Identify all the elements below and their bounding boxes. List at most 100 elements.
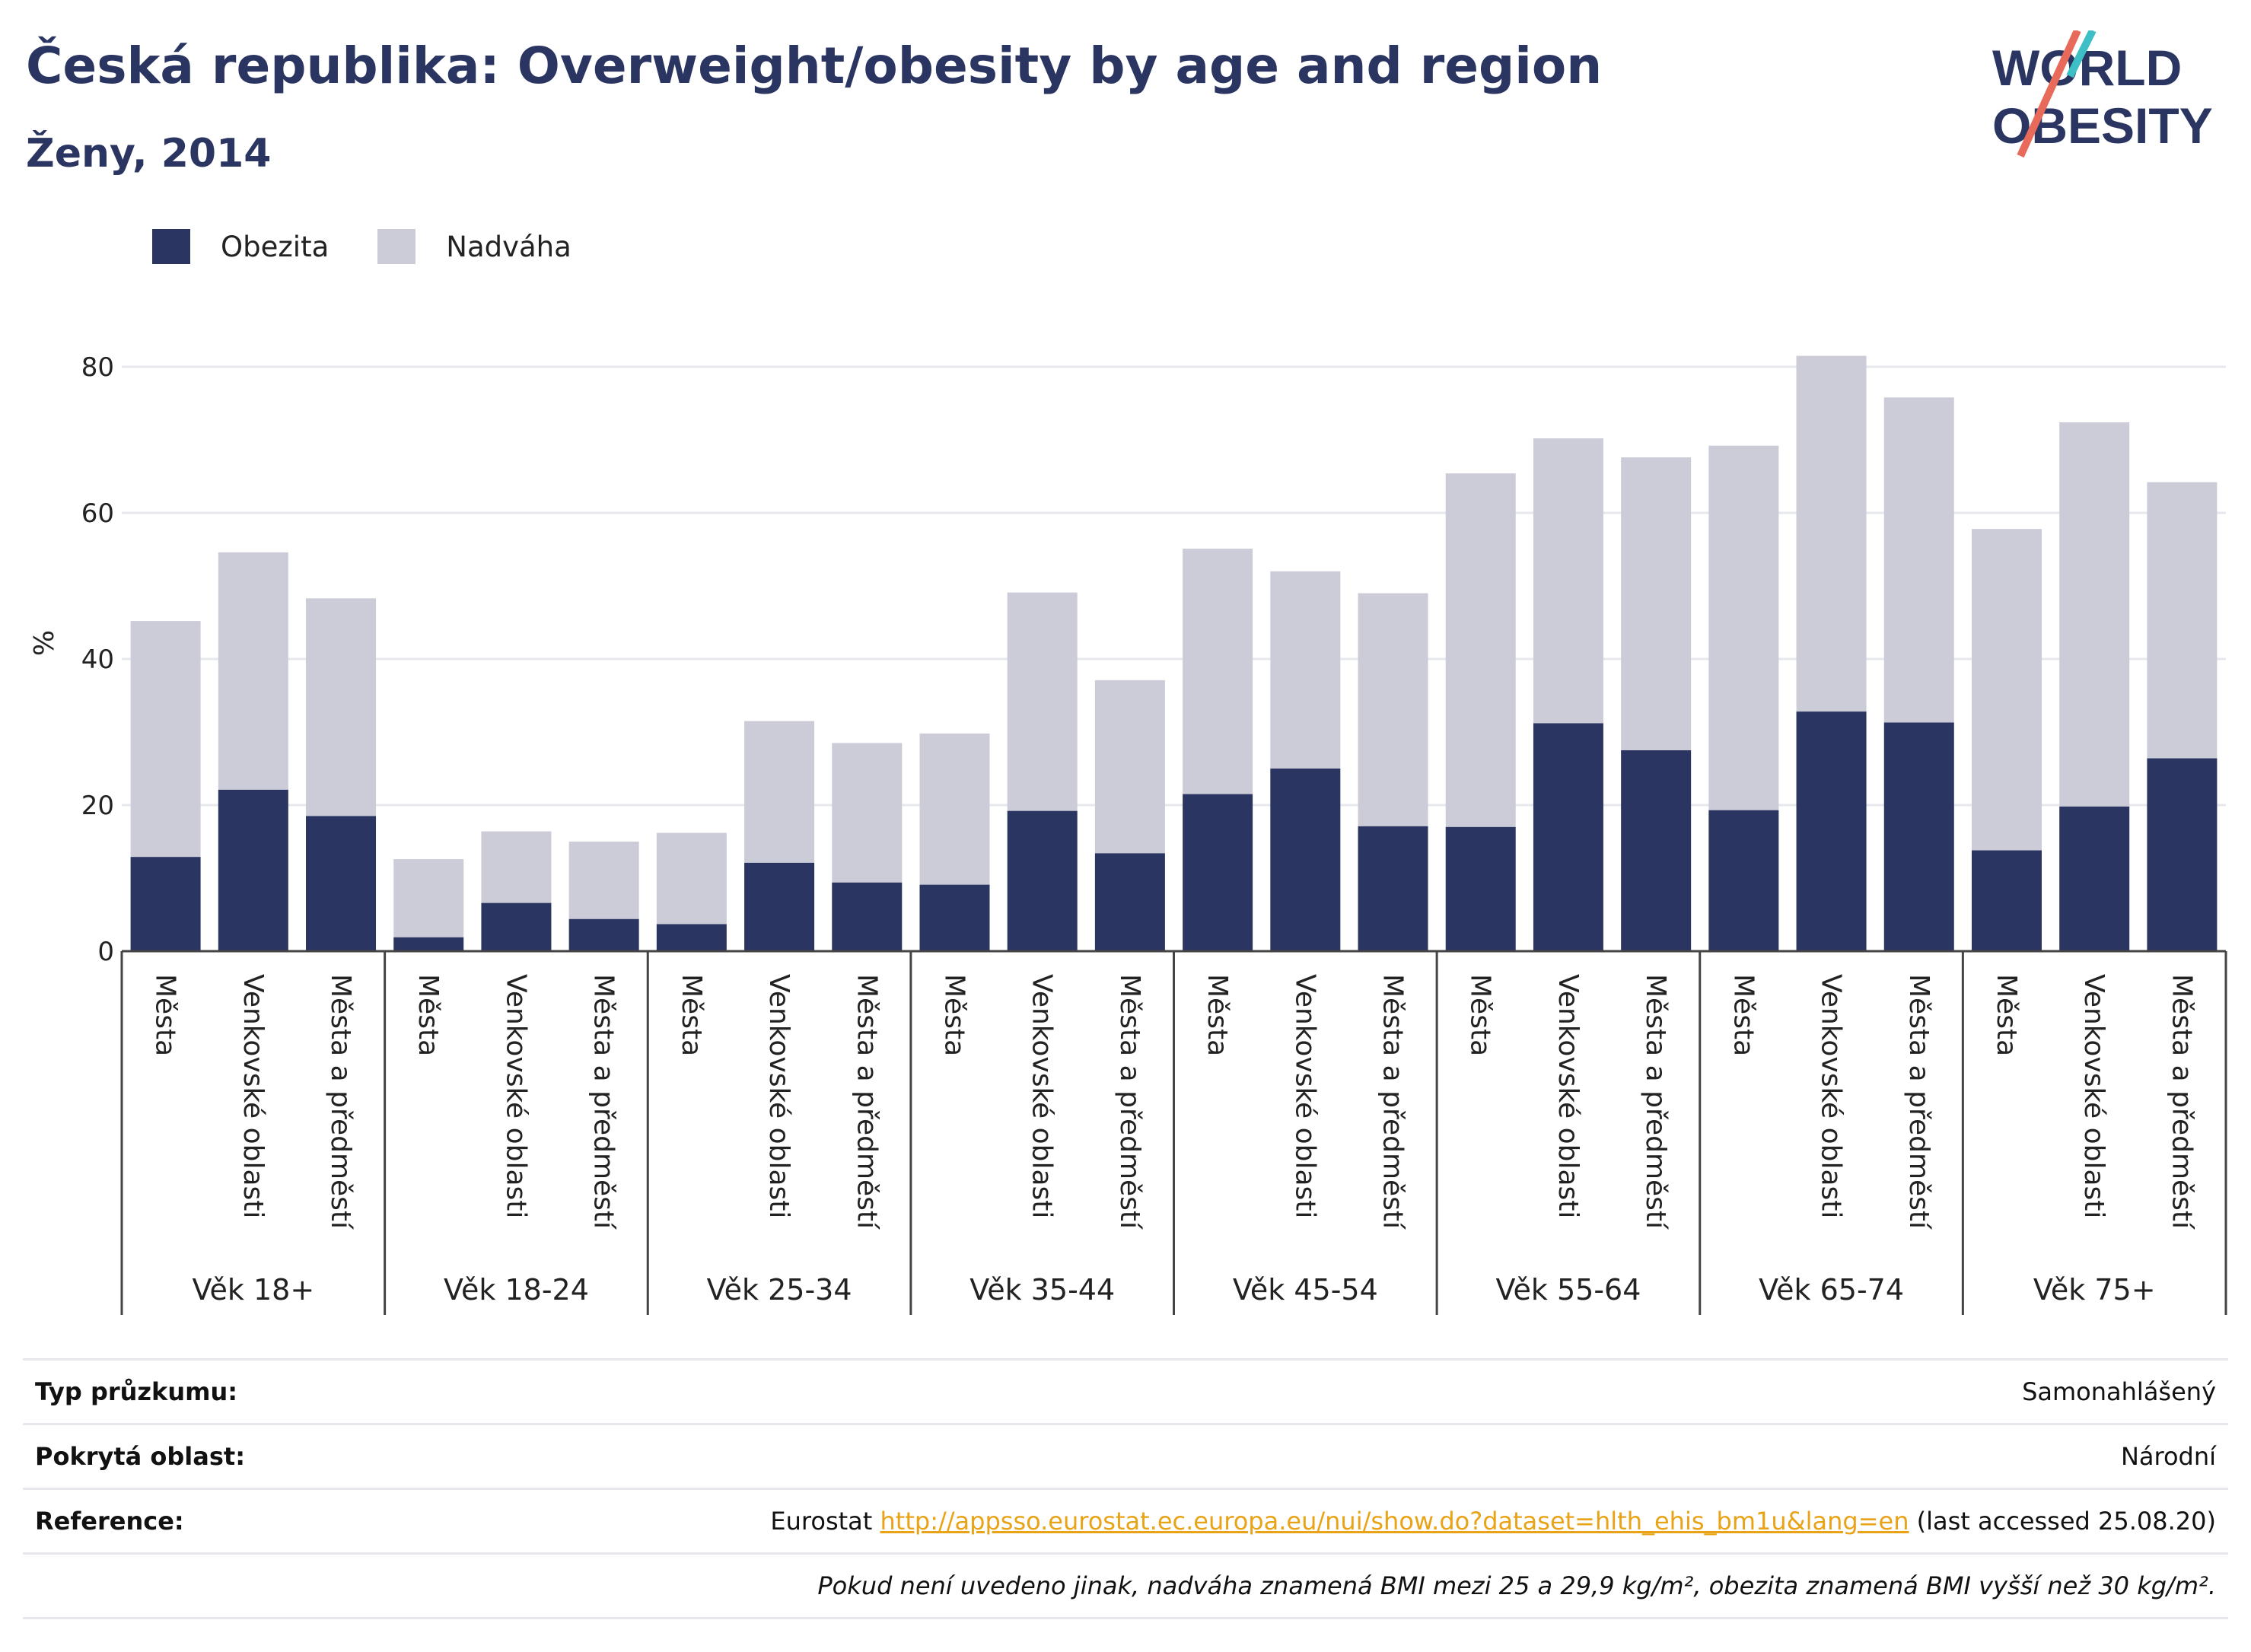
bar-obezita[interactable] [1183, 794, 1253, 951]
y-tick-label: 80 [81, 352, 114, 383]
x-category-label: Venkovské oblasti [763, 974, 794, 1218]
x-category-label: Města [1202, 974, 1233, 1056]
legend-label-obezita: Obezita [221, 230, 330, 263]
bar-nadvaha[interactable] [1183, 549, 1253, 794]
reference-link[interactable]: http://appsso.eurostat.ec.europa.eu/nui/… [880, 1507, 1909, 1536]
x-category-label: Města a předměstí [588, 974, 619, 1230]
legend-label-nadvaha: Nadváha [446, 230, 572, 263]
bar-obezita[interactable] [130, 857, 201, 951]
definition-note: Pokud není uvedeno jinak, nadváha znamen… [817, 1571, 2216, 1600]
bar-obezita[interactable] [1883, 722, 1954, 951]
bar-obezita[interactable] [1445, 826, 1516, 951]
info-row-reference: Reference: Eurostat http://appsso.eurost… [23, 1488, 2228, 1552]
world-obesity-logo: WORLD OBESITY [1992, 30, 2213, 158]
x-group-label: Věk 18+ [192, 1273, 314, 1307]
bar-nadvaha[interactable] [1445, 473, 1516, 827]
logo-slash-teal [2066, 30, 2097, 78]
reference-source: Eurostat [770, 1507, 873, 1536]
bar-nadvaha[interactable] [2059, 422, 2130, 807]
info-row-note: Pokud není uvedeno jinak, nadváha znamen… [23, 1552, 2228, 1619]
y-tick-label: 60 [81, 498, 114, 529]
bar-nadvaha[interactable] [1708, 445, 1779, 810]
bar-obezita[interactable] [1007, 810, 1078, 951]
x-category-label: Města a předměstí [1640, 974, 1671, 1230]
info-row-survey: Typ průzkumu: Samonahlášený [23, 1358, 2228, 1423]
bar-obezita[interactable] [306, 816, 377, 951]
bar-nadvaha[interactable] [306, 598, 377, 816]
bar-obezita[interactable] [2147, 758, 2218, 951]
x-group-label: Věk 45-54 [1233, 1273, 1378, 1307]
reference-label: Reference: [35, 1507, 184, 1536]
bar-nadvaha[interactable] [919, 733, 990, 885]
x-category-label: Města [676, 974, 707, 1056]
bar-nadvaha[interactable] [2147, 482, 2218, 759]
bar-nadvaha[interactable] [1007, 592, 1078, 811]
bar-nadvaha[interactable] [1796, 355, 1867, 712]
bar-nadvaha[interactable] [1094, 680, 1165, 854]
bar-obezita[interactable] [1094, 853, 1165, 951]
bar-obezita[interactable] [919, 884, 990, 951]
bar-obezita[interactable] [832, 882, 903, 951]
bar-nadvaha[interactable] [481, 831, 552, 903]
legend-item-nadvaha[interactable]: Nadváha [377, 229, 572, 264]
y-tick-label: 20 [81, 791, 114, 821]
bar-nadvaha[interactable] [568, 842, 639, 919]
x-group-label: Věk 25-34 [707, 1273, 852, 1307]
info-row-area: Pokrytá oblast: Národní [23, 1423, 2228, 1488]
legend: Obezita Nadváha [152, 225, 620, 268]
x-group-label: Věk 55-64 [1495, 1273, 1641, 1307]
bar-nadvaha[interactable] [656, 832, 727, 925]
legend-swatch-nadvaha [377, 229, 416, 264]
chart-title: Česká republika: Overweight/obesity by a… [26, 37, 1603, 95]
x-category-label: Města [938, 974, 969, 1056]
x-category-label: Města a předměstí [325, 974, 356, 1230]
bar-nadvaha[interactable] [1883, 397, 1954, 723]
x-group-label: Věk 18-24 [444, 1273, 589, 1307]
bar-obezita[interactable] [1358, 826, 1428, 951]
x-category-label: Města [412, 974, 444, 1056]
bar-obezita[interactable] [1708, 810, 1779, 951]
bar-obezita[interactable] [2059, 806, 2130, 951]
chart: 0 20 40 60 80% Města Venkovské oblasti Města a … [29, 352, 2227, 1315]
bar-obezita[interactable] [1621, 750, 1692, 951]
x-category-label: Venkovské oblasti [1816, 974, 1847, 1218]
bar-nadvaha[interactable] [1533, 438, 1603, 724]
legend-item-obezita[interactable]: Obezita [152, 229, 329, 264]
reference-accessed: (last accessed 25.08.20) [1916, 1507, 2216, 1536]
bar-nadvaha[interactable] [1621, 457, 1692, 750]
bar-nadvaha[interactable] [218, 552, 288, 790]
bar-obezita[interactable] [656, 924, 727, 951]
area-label: Pokrytá oblast: [35, 1442, 245, 1471]
bar-nadvaha[interactable] [393, 859, 464, 937]
bar-obezita[interactable] [1971, 850, 2042, 951]
bar-nadvaha[interactable] [1270, 571, 1341, 769]
bar-nadvaha[interactable] [1358, 593, 1428, 826]
x-category-label: Venkovské oblasti [1027, 974, 1058, 1218]
x-category-label: Venkovské oblasti [2078, 974, 2109, 1218]
bar-obezita[interactable] [1796, 711, 1867, 951]
y-axis-label: % [29, 630, 60, 656]
bar-nadvaha[interactable] [744, 721, 815, 863]
bar-nadvaha[interactable] [832, 743, 903, 883]
bar-obezita[interactable] [1270, 769, 1341, 951]
bar-obezita[interactable] [1533, 723, 1603, 951]
bar-obezita[interactable] [393, 937, 464, 951]
bar-obezita[interactable] [568, 918, 639, 951]
x-category-label: Města a předměstí [1114, 974, 1145, 1230]
bar-obezita[interactable] [218, 789, 288, 951]
x-category-label: Venkovské oblasti [500, 974, 531, 1218]
reference-value: Eurostat http://appsso.eurostat.ec.europ… [770, 1507, 2228, 1536]
x-category-label: Města [1727, 974, 1759, 1056]
x-category-label: Venkovské oblasti [1552, 974, 1584, 1218]
x-category-label: Města [150, 974, 181, 1056]
bar-nadvaha[interactable] [1971, 529, 2042, 851]
bar-nadvaha[interactable] [130, 621, 201, 858]
bar-obezita[interactable] [481, 902, 552, 951]
x-category-label: Venkovské oblasti [1289, 974, 1320, 1218]
x-group-label: Věk 65-74 [1759, 1273, 1904, 1307]
survey-value: Samonahlášený [2022, 1377, 2216, 1406]
x-category-label: Města [1991, 974, 2022, 1056]
x-group-label: Věk 75+ [2033, 1273, 2156, 1307]
x-category-label: Města a předměstí [1903, 974, 1934, 1230]
bar-obezita[interactable] [744, 862, 815, 951]
